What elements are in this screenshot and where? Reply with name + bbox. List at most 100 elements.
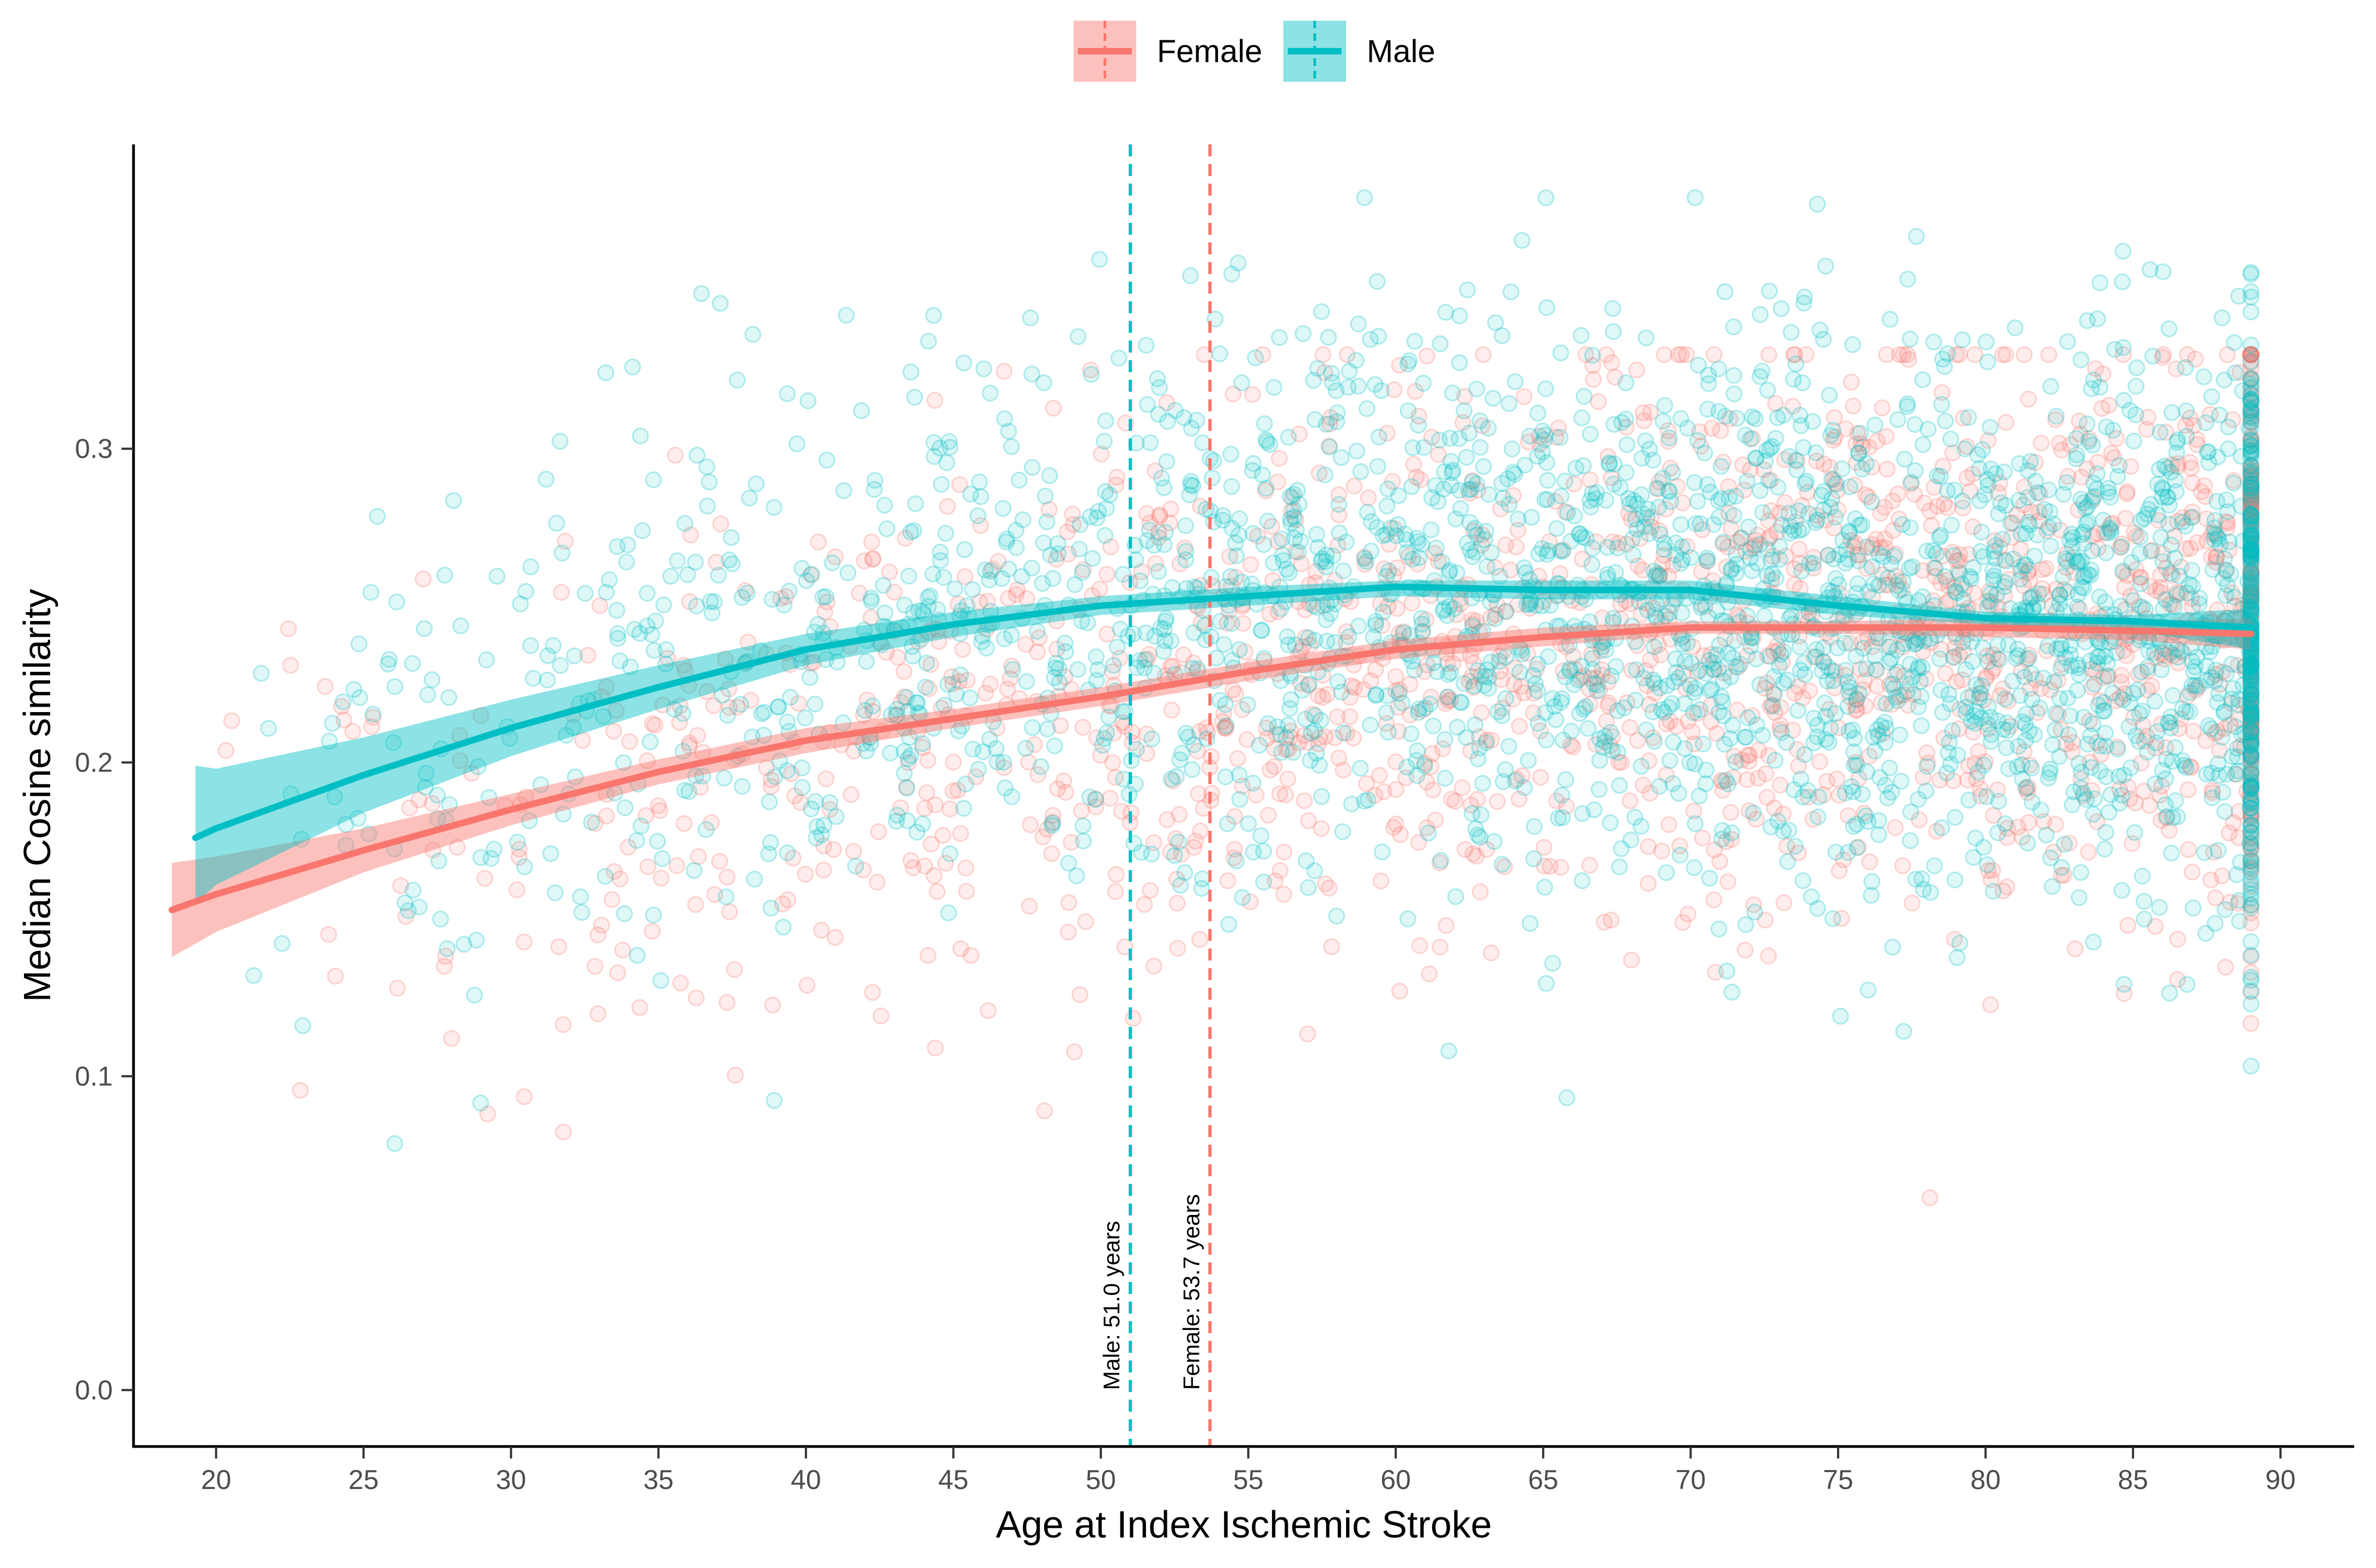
scatter-point-male bbox=[1699, 549, 1716, 567]
scatter-point-female bbox=[721, 699, 738, 716]
scatter-point-male bbox=[1244, 774, 1262, 792]
scatter-point-female bbox=[999, 589, 1017, 607]
scatter-point-male bbox=[643, 626, 660, 643]
scatter-point-male bbox=[1408, 752, 1425, 769]
scatter-point-female bbox=[1959, 438, 1976, 455]
scatter-point-female bbox=[614, 941, 631, 959]
scatter-point-female bbox=[1730, 658, 1747, 676]
scatter-point-female bbox=[1757, 765, 1774, 782]
scatter-point-female bbox=[1662, 713, 1679, 730]
scatter-point-female bbox=[1378, 715, 1395, 732]
scatter-point-female bbox=[1124, 734, 1141, 751]
scatter-point-female bbox=[939, 497, 956, 515]
scatter-point-male bbox=[1527, 676, 1544, 692]
scatter-point-male bbox=[1399, 402, 1417, 420]
scatter-point-female bbox=[1418, 773, 1435, 791]
scatter-point-female bbox=[2241, 346, 2259, 363]
scatter-point-female bbox=[943, 668, 960, 685]
scatter-point-female bbox=[1345, 477, 1363, 495]
scatter-point-female bbox=[2242, 524, 2260, 542]
scatter-point-female bbox=[1985, 807, 2002, 824]
scatter-point-male bbox=[900, 567, 917, 585]
scatter-point-female bbox=[1805, 648, 1823, 666]
scatter-point-female bbox=[1790, 540, 1808, 558]
scatter-point-female bbox=[692, 779, 709, 796]
scatter-point-male bbox=[941, 439, 959, 456]
scatter-point-female bbox=[2242, 656, 2260, 673]
scatter-point-female bbox=[1296, 792, 1313, 810]
scatter-point-female bbox=[2167, 360, 2185, 378]
scatter-point-male bbox=[978, 640, 995, 657]
scatter-point-female bbox=[687, 989, 705, 1007]
scatter-point-female bbox=[1948, 552, 1966, 569]
scatter-point-female bbox=[1815, 455, 1833, 472]
scatter-point-male bbox=[1894, 516, 1911, 533]
scatter-point-male bbox=[583, 813, 600, 831]
scatter-point-female bbox=[2059, 467, 2077, 485]
scatter-point-male bbox=[1985, 567, 2003, 585]
scatter-point-female bbox=[1706, 661, 1723, 678]
scatter-point-female bbox=[1507, 538, 1525, 556]
scatter-point-female bbox=[1820, 546, 1837, 564]
scatter-point-female bbox=[2242, 795, 2260, 812]
scatter-point-female bbox=[2242, 360, 2260, 377]
scatter-point-male bbox=[2168, 444, 2185, 461]
scatter-point-male bbox=[1645, 638, 1663, 655]
scatter-point-male bbox=[1557, 771, 1574, 788]
scatter-point-female bbox=[1416, 663, 1433, 680]
scatter-point-female bbox=[1719, 873, 1737, 890]
scatter-point-male bbox=[1390, 487, 1407, 505]
scatter-point-female bbox=[944, 782, 962, 800]
scatter-point-male bbox=[1328, 908, 1345, 925]
scatter-point-male bbox=[762, 834, 779, 851]
scatter-point-female bbox=[2242, 507, 2260, 524]
scatter-point-female bbox=[1826, 428, 1844, 446]
scatter-point-male bbox=[645, 642, 663, 659]
scatter-point-male bbox=[1313, 788, 1330, 805]
scatter-point-female bbox=[659, 650, 676, 667]
scatter-point-male bbox=[1000, 560, 1017, 578]
scatter-point-male bbox=[895, 743, 913, 760]
scatter-point-female bbox=[1323, 938, 1340, 956]
scatter-point-female bbox=[2058, 545, 2075, 562]
scatter-point-female bbox=[1641, 651, 1659, 668]
scatter-point-male bbox=[1599, 539, 1616, 556]
scatter-point-male bbox=[1825, 672, 1842, 689]
scatter-point-male bbox=[1003, 627, 1020, 644]
scatter-point-male bbox=[1978, 333, 1995, 351]
scatter-point-male bbox=[2242, 722, 2260, 739]
scatter-point-male bbox=[1942, 430, 1960, 448]
scatter-point-female bbox=[1171, 806, 1188, 823]
scatter-point-male bbox=[1182, 267, 1199, 284]
scatter-point-male bbox=[1895, 635, 1913, 652]
scatter-point-female bbox=[644, 922, 661, 940]
scatter-point-male bbox=[1378, 704, 1395, 721]
scatter-point-female bbox=[2035, 813, 2052, 830]
scatter-point-male bbox=[1253, 622, 1270, 639]
scatter-point-male bbox=[1947, 809, 1964, 826]
scatter-point-male bbox=[946, 580, 963, 598]
scatter-point-male bbox=[1023, 459, 1041, 476]
scatter-point-male bbox=[2242, 881, 2260, 898]
scatter-point-male bbox=[902, 524, 919, 541]
scatter-point-female bbox=[589, 926, 607, 944]
scatter-point-female bbox=[1852, 660, 1869, 678]
scatter-point-female bbox=[1414, 701, 1432, 719]
scatter-point-female bbox=[2150, 512, 2167, 529]
scatter-point-female bbox=[448, 838, 466, 856]
scatter-point-female bbox=[2113, 535, 2131, 552]
scatter-point-female bbox=[2242, 671, 2260, 688]
scatter-point-male bbox=[1933, 396, 1950, 413]
scatter-point-male bbox=[1863, 493, 1881, 510]
scatter-point-male bbox=[1925, 542, 1942, 559]
scatter-point-female bbox=[1640, 838, 1657, 855]
scatter-point-male bbox=[1722, 668, 1739, 685]
scatter-point-male bbox=[1827, 570, 1845, 587]
scatter-point-male bbox=[2121, 402, 2138, 419]
scatter-point-male bbox=[1572, 327, 1590, 344]
scatter-point-female bbox=[1497, 536, 1514, 554]
scatter-point-female bbox=[1733, 751, 1750, 769]
scatter-point-male bbox=[2042, 849, 2059, 867]
scatter-point-female bbox=[856, 552, 873, 570]
scatter-point-male bbox=[1662, 493, 1680, 510]
